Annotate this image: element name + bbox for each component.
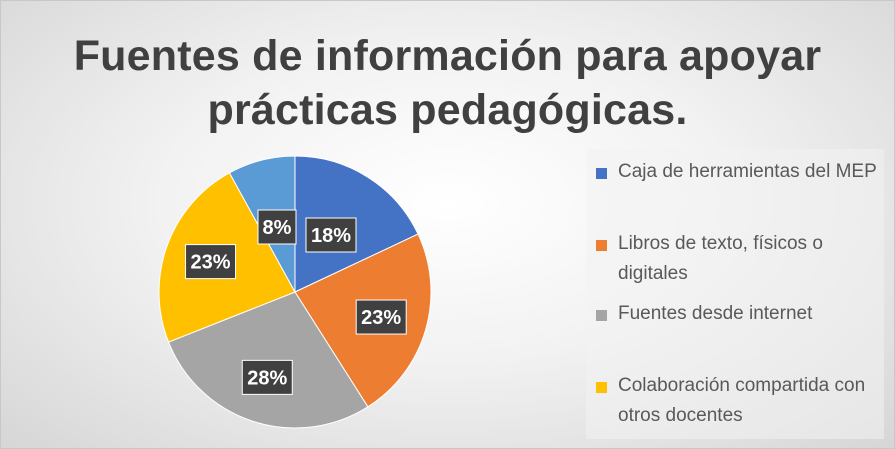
data-label-text-libros: 23% xyxy=(361,307,401,329)
data-label-box-otros xyxy=(257,209,297,245)
data-label-text-internet: 28% xyxy=(247,367,287,389)
data-label-caja: 18% xyxy=(305,217,357,253)
data-label-text-colaboracion: 23% xyxy=(191,252,231,274)
chart-title-line-2: prácticas pedagógicas. xyxy=(207,86,688,134)
legend-label-colaboracion: Colaboración compartida con otros docent… xyxy=(618,375,866,426)
legend: Caja de herramientas del MEP Libros de t… xyxy=(586,149,884,439)
chart-title-line-1: Fuentes de información para apoyar xyxy=(73,32,822,80)
legend-swatch-colaboracion xyxy=(596,382,607,393)
data-label-otros: 8% xyxy=(257,209,297,245)
data-label-libros: 23% xyxy=(355,299,407,335)
legend-label-caja: Caja de herramientas del MEP xyxy=(618,161,877,182)
data-label-box-colaboracion xyxy=(185,244,237,280)
legend-swatch-libros xyxy=(596,240,607,251)
legend-label-internet: Fuentes desde internet xyxy=(618,303,813,324)
data-label-box-caja xyxy=(305,217,357,253)
data-label-text-otros: 8% xyxy=(263,217,292,239)
pie-slice-caja xyxy=(294,155,419,293)
legend-swatch-internet xyxy=(596,310,607,321)
legend-swatch-caja xyxy=(596,168,607,179)
data-label-box-internet xyxy=(241,359,293,395)
data-label-internet: 28% xyxy=(241,359,293,395)
legend-label-libros: Libros de texto, físicos o digitales xyxy=(618,233,823,284)
data-label-box-libros xyxy=(355,299,407,335)
data-label-colaboracion: 23% xyxy=(185,244,237,280)
chart-title: Fuentes de información para apoyar práct… xyxy=(1,29,894,137)
data-label-text-caja: 18% xyxy=(311,225,351,247)
